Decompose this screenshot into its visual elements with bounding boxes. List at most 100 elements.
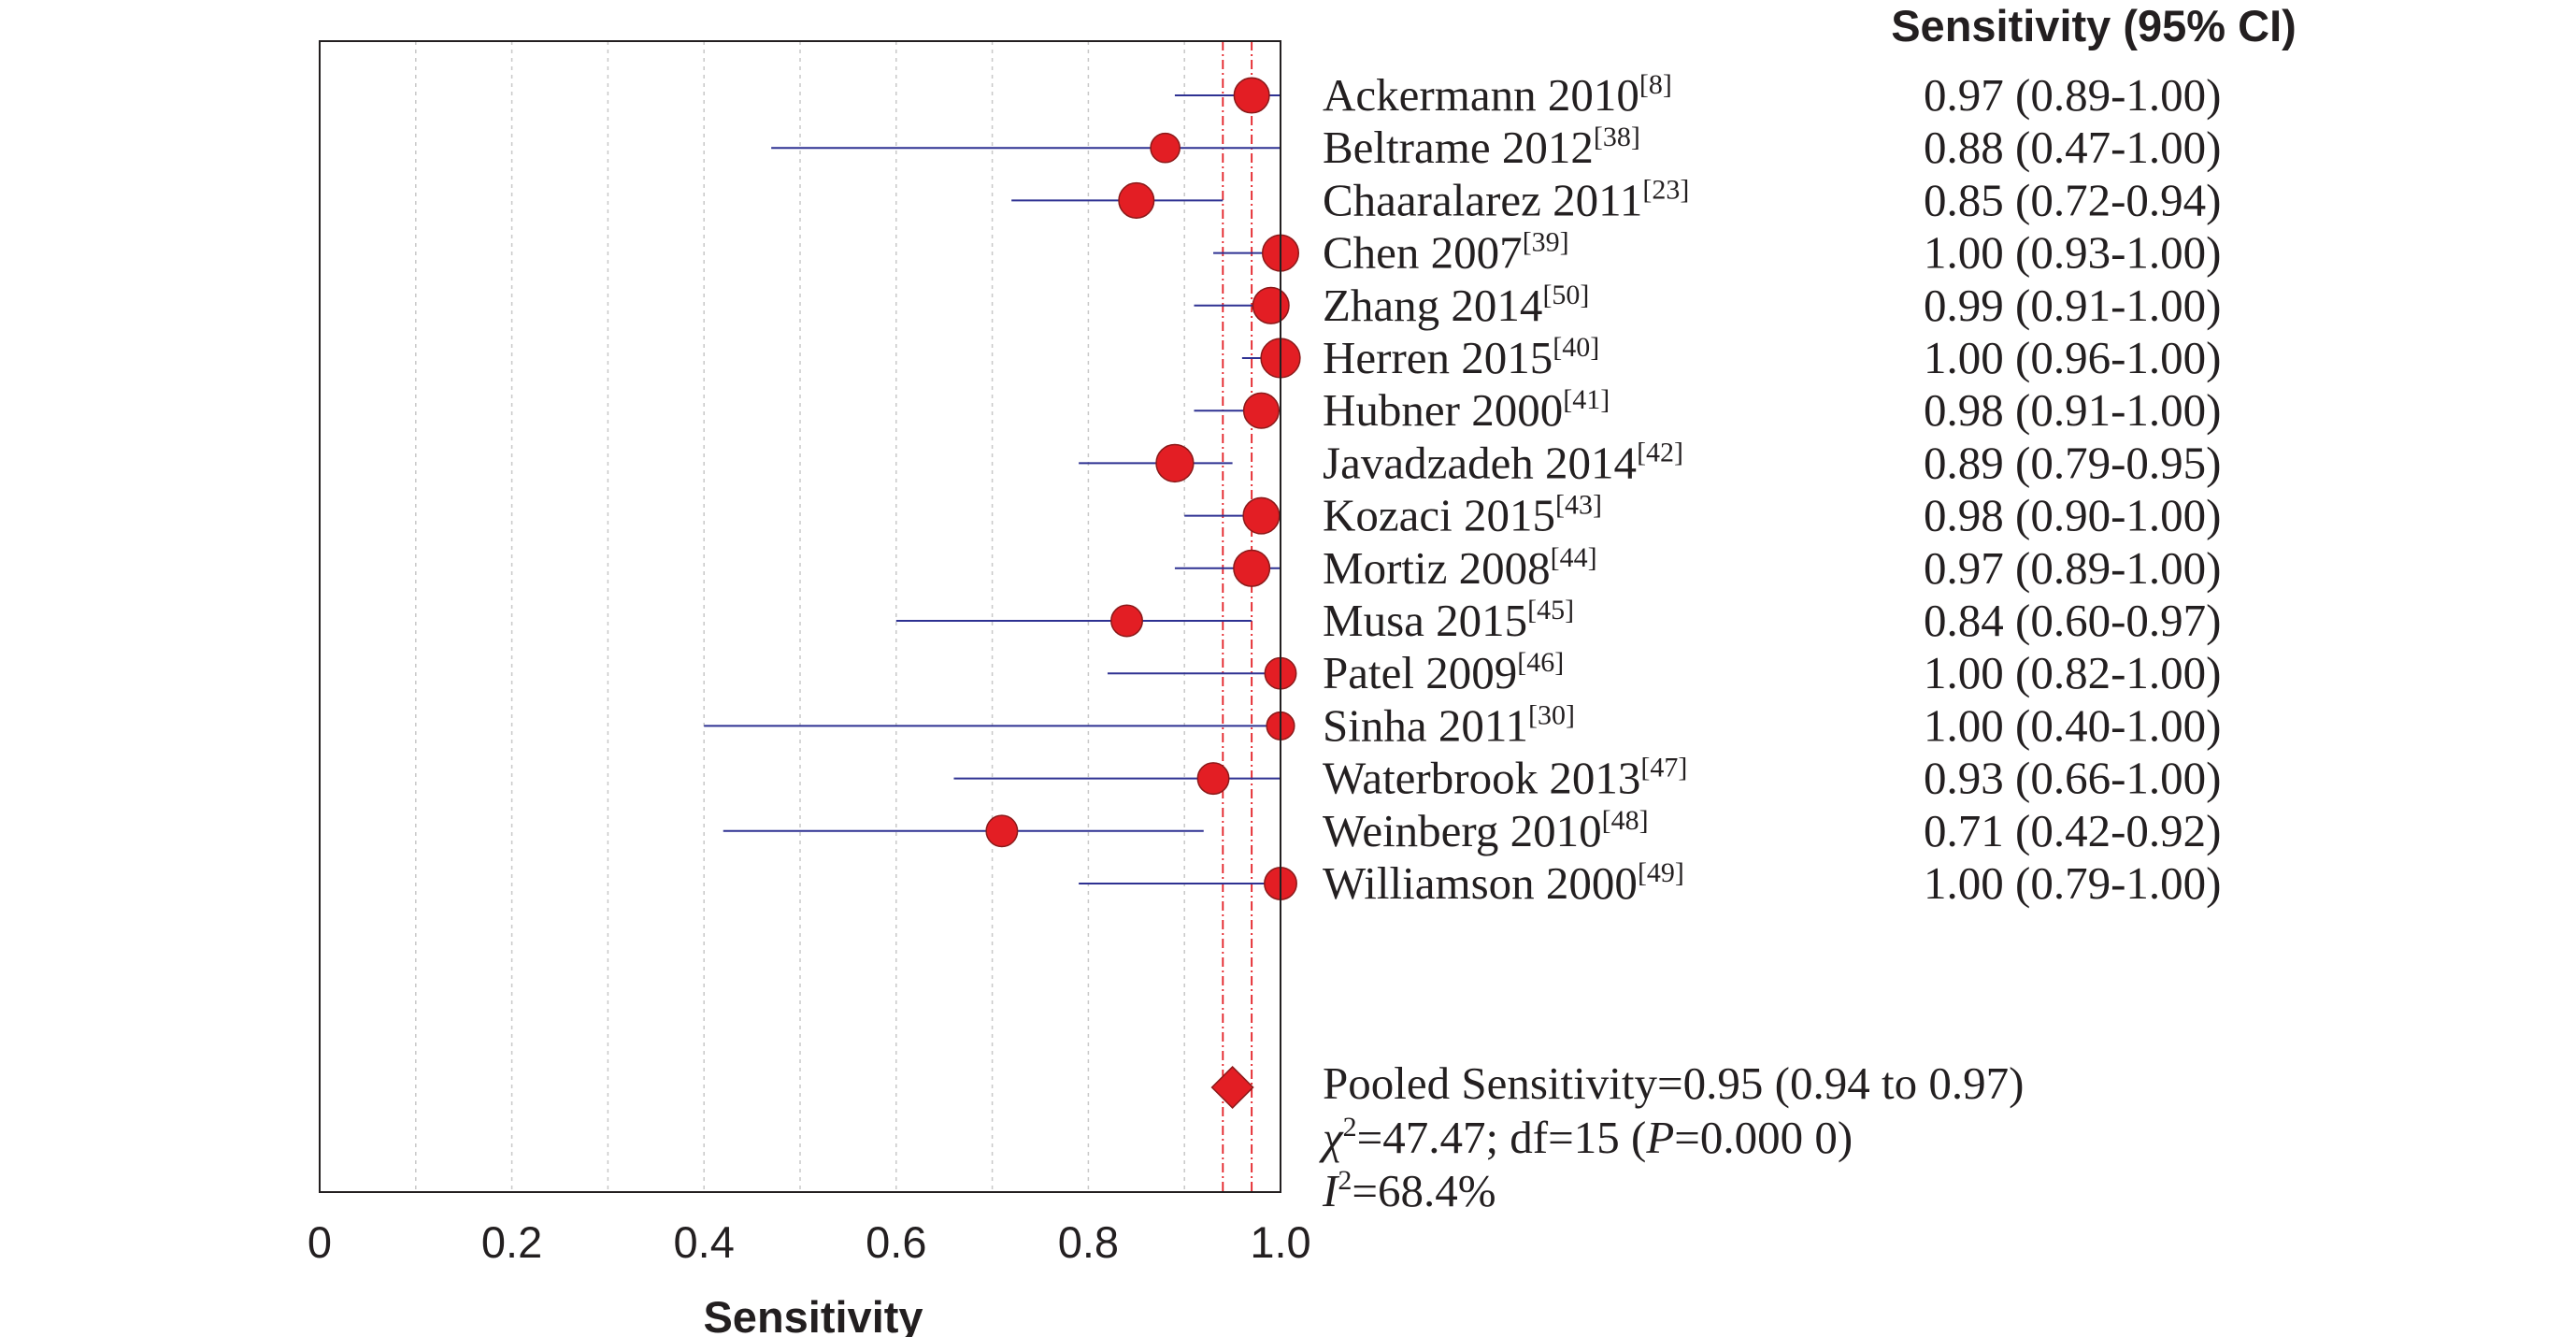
study-name: Patel 2009 <box>1323 647 1517 698</box>
x-tick-label: 0 <box>308 1217 332 1267</box>
study-name: Williamson 2000 <box>1323 857 1638 909</box>
study-name: Waterbrook 2013 <box>1323 753 1640 804</box>
study-ref: [30] <box>1528 699 1575 730</box>
study-name: Hubner 2000 <box>1323 384 1563 436</box>
point-estimate-marker <box>1233 77 1270 114</box>
study-label: Patel 2009[46] <box>1323 647 1564 698</box>
study-ci-text: 0.99 (0.91-1.00) <box>1924 280 2221 331</box>
study-label: Williamson 2000[49] <box>1323 857 1684 909</box>
study-label: Zhang 2014[50] <box>1323 280 1589 331</box>
study-label: Ackermann 2010[8] <box>1323 69 1672 121</box>
p-symbol: P <box>1645 1112 1674 1163</box>
study-ci-text: 1.00 (0.40-1.00) <box>1924 699 2221 751</box>
study-name: Chen 2007 <box>1323 227 1523 279</box>
point-estimate-marker <box>1118 181 1155 219</box>
p-rest: =0.000 0) <box>1674 1112 1853 1163</box>
study-ci-text: 0.98 (0.91-1.00) <box>1924 384 2221 436</box>
study-name: Beltrame 2012 <box>1323 122 1594 173</box>
x-axis-title: Sensitivity <box>703 1292 923 1337</box>
study-ref: [23] <box>1642 174 1689 205</box>
column-header: Sensitivity (95% CI) <box>1891 1 2297 50</box>
study-label: Chaaralarez 2011[23] <box>1323 174 1689 225</box>
study-ci-text: 1.00 (0.79-1.00) <box>1924 857 2221 909</box>
study-ref: [42] <box>1637 437 1683 467</box>
study-label: Chen 2007[39] <box>1323 227 1569 279</box>
study-ref: [40] <box>1553 332 1599 363</box>
study-name: Zhang 2014 <box>1323 280 1542 331</box>
point-estimate-marker <box>1196 762 1230 796</box>
x-tick-label: 0.4 <box>674 1217 735 1267</box>
study-label: Sinha 2011[30] <box>1323 699 1575 751</box>
study-name: Ackermann 2010 <box>1323 69 1639 121</box>
study-label: Weinberg 2010[48] <box>1323 805 1649 856</box>
study-name: Musa 2015 <box>1323 595 1527 646</box>
study-ref: [45] <box>1527 595 1574 625</box>
study-label: Mortiz 2008[44] <box>1323 542 1597 594</box>
study-name: Chaaralarez 2011 <box>1323 174 1642 225</box>
x-axis-ticks: 0 0.2 0.4 0.6 0.8 1.0 <box>308 1217 1311 1267</box>
chi-square-line: χ2=47.47; df=15 (P=0.000 0) <box>1319 1112 1853 1163</box>
study-labels: Ackermann 2010[8]Beltrame 2012[38]Chaara… <box>1323 69 1689 909</box>
point-estimate-marker <box>1110 604 1143 638</box>
i-rest: =68.4% <box>1352 1165 1496 1216</box>
point-estimate-marker <box>1155 443 1195 483</box>
study-ci-text: 0.98 (0.90-1.00) <box>1924 490 2221 541</box>
study-name: Herren 2015 <box>1323 332 1553 383</box>
study-ci-text: 0.93 (0.66-1.00) <box>1924 753 2221 804</box>
point-estimate-marker <box>985 814 1019 848</box>
i-square-line: I2=68.4% <box>1322 1165 1496 1216</box>
study-name: Kozaci 2015 <box>1323 490 1555 541</box>
study-ci-text: 1.00 (0.96-1.00) <box>1924 332 2221 383</box>
pooled-reference-lines <box>1222 41 1253 1192</box>
x-tick-label: 0.2 <box>481 1217 542 1267</box>
study-label: Waterbrook 2013[47] <box>1323 753 1687 804</box>
point-estimate-marker <box>1242 496 1281 535</box>
chi-symbol: χ <box>1319 1112 1344 1163</box>
study-ref: [39] <box>1523 227 1569 258</box>
study-ci-text: 0.97 (0.89-1.00) <box>1924 69 2221 121</box>
study-ref: [41] <box>1563 384 1610 415</box>
study-label: Hubner 2000[41] <box>1323 384 1610 436</box>
point-estimates <box>985 77 1301 1110</box>
chi-exponent: 2 <box>1343 1112 1357 1143</box>
study-label: Musa 2015[45] <box>1323 595 1574 646</box>
study-label: Beltrame 2012[38] <box>1323 122 1640 173</box>
study-name: Sinha 2011 <box>1323 699 1528 751</box>
study-ci-text: 1.00 (0.93-1.00) <box>1924 227 2221 279</box>
study-label: Herren 2015[40] <box>1323 332 1599 383</box>
study-ci-text: 0.88 (0.47-1.00) <box>1924 122 2221 173</box>
study-ref: [38] <box>1594 122 1640 152</box>
study-name: Weinberg 2010 <box>1323 805 1602 856</box>
pooled-summary: Pooled Sensitivity=0.95 (0.94 to 0.97) <box>1323 1057 2024 1109</box>
study-name: Mortiz 2008 <box>1323 542 1551 594</box>
pooled-diamond <box>1210 1065 1254 1110</box>
study-ci-text: 0.89 (0.79-0.95) <box>1924 437 2221 488</box>
study-ci-text: 0.84 (0.60-0.97) <box>1924 595 2221 646</box>
i-symbol: I <box>1322 1165 1340 1216</box>
grid-layer <box>415 41 1185 1192</box>
study-ref: [47] <box>1640 753 1687 784</box>
study-ci-text: 0.85 (0.72-0.94) <box>1924 174 2221 225</box>
x-tick-label: 1.0 <box>1250 1217 1310 1267</box>
study-ref: [44] <box>1551 542 1597 573</box>
i-exponent: 2 <box>1338 1165 1352 1196</box>
study-ci-text: 0.97 (0.89-1.00) <box>1924 542 2221 594</box>
study-ref: [46] <box>1517 647 1564 678</box>
study-ref: [43] <box>1555 490 1602 521</box>
chi-rest: =47.47; df=15 ( <box>1357 1112 1647 1163</box>
study-name: Javadzadeh 2014 <box>1323 437 1637 488</box>
ci-text-column: 0.97 (0.89-1.00)0.88 (0.47-1.00)0.85 (0.… <box>1924 69 2221 909</box>
point-estimate-marker <box>1252 286 1290 324</box>
study-label: Javadzadeh 2014[42] <box>1323 437 1683 488</box>
study-ref: [50] <box>1542 280 1589 310</box>
plot-frame <box>319 40 1281 1193</box>
study-ci-text: 1.00 (0.82-1.00) <box>1924 647 2221 698</box>
x-tick-label: 0.6 <box>866 1217 926 1267</box>
study-ci-text: 0.71 (0.42-0.92) <box>1924 805 2221 856</box>
study-ref: [48] <box>1602 805 1649 836</box>
point-estimate-marker <box>1242 392 1280 429</box>
point-estimate-marker <box>1233 549 1271 587</box>
study-label: Kozaci 2015[43] <box>1323 490 1602 541</box>
study-ref: [49] <box>1638 857 1684 888</box>
